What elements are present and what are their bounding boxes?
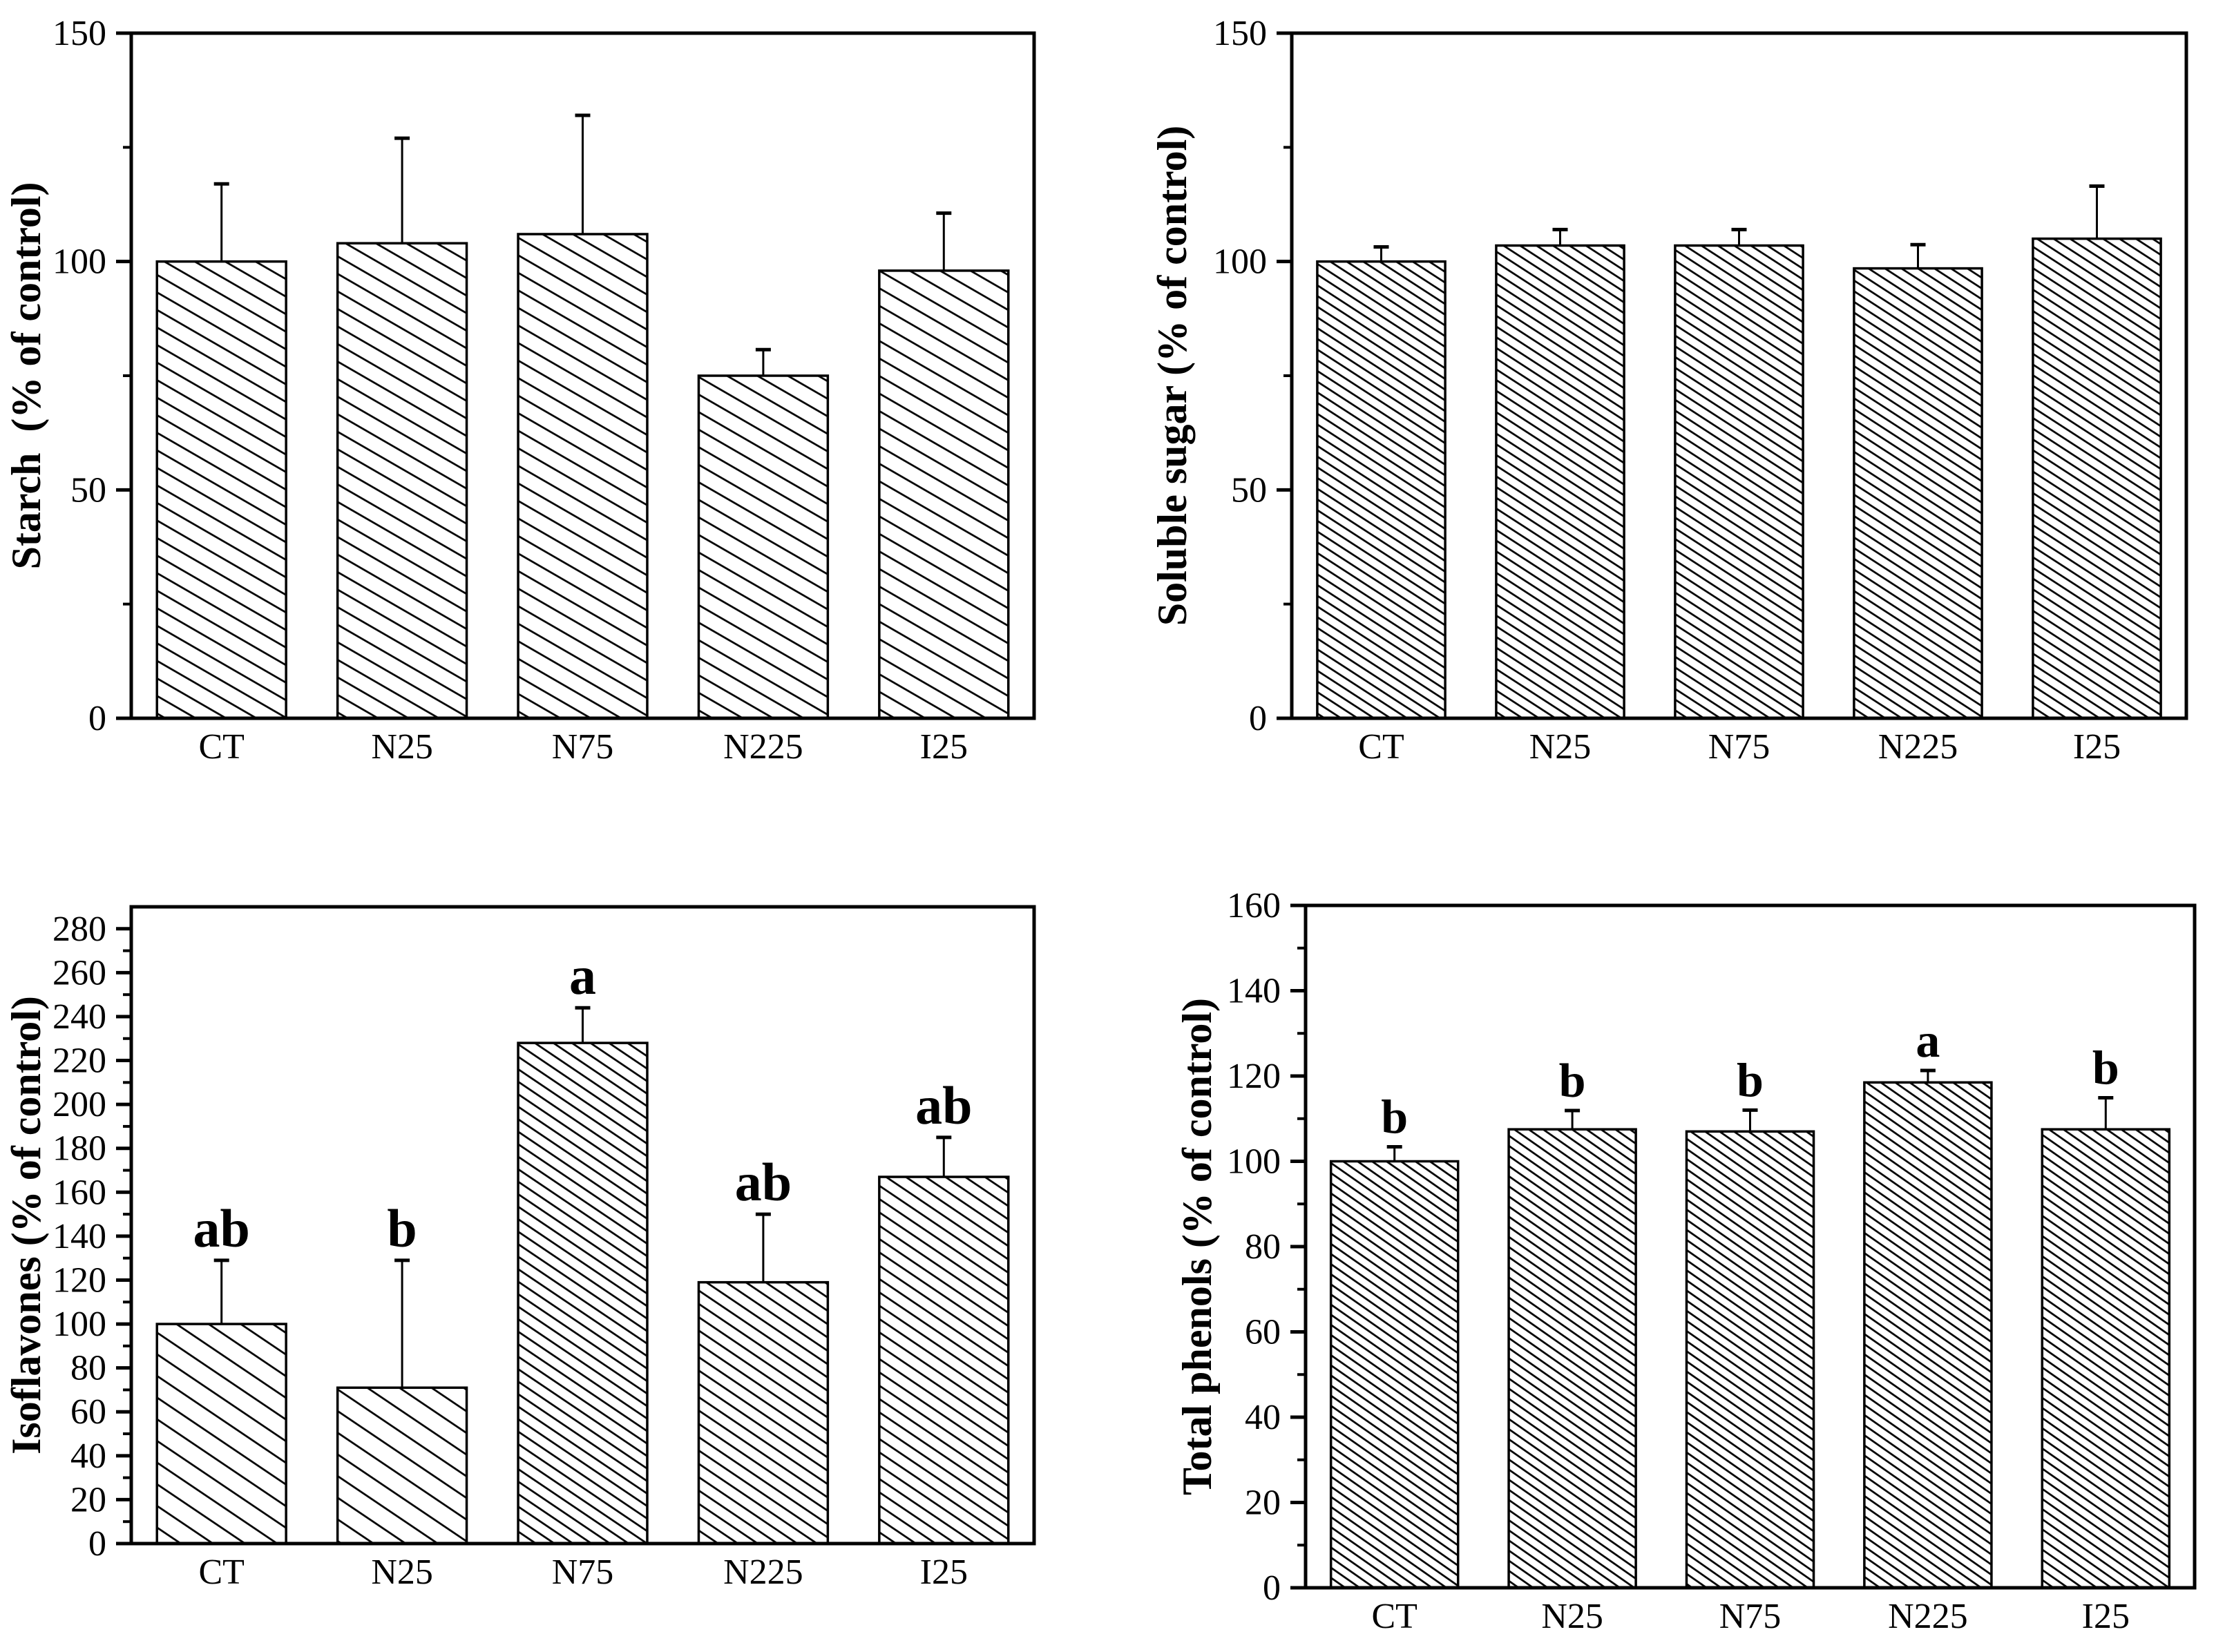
panel-isoflavones: ab b a ab ab 0 20 40 60 80 100 120 140 160 180 200 220 24… bbox=[0, 826, 1117, 1652]
bar-n225 bbox=[1853, 267, 1983, 720]
bar-ct bbox=[1316, 260, 1447, 720]
bar-n75 bbox=[1674, 244, 1804, 720]
sig-letter: a bbox=[1916, 1015, 1940, 1068]
y-tick-label: 50 bbox=[1231, 470, 1267, 510]
y-tick-label: 240 bbox=[52, 997, 106, 1037]
x-category-label: I25 bbox=[920, 1553, 968, 1592]
y-tick-label: 60 bbox=[70, 1392, 106, 1432]
y-axis-title: Soluble sugar (% of control) bbox=[1149, 126, 1195, 626]
bar-n225 bbox=[697, 374, 830, 720]
bar-i25 bbox=[878, 1175, 1010, 1545]
isoflavones-chart: ab b a ab ab 0 20 40 60 80 100 120 140 160 180 200 22024… bbox=[3, 905, 1036, 1592]
bar-ct bbox=[155, 1323, 287, 1545]
sig-letter: b bbox=[387, 1198, 417, 1258]
x-category-label: I25 bbox=[2082, 1597, 2130, 1636]
y-tick-label: 40 bbox=[70, 1437, 106, 1476]
y-axis-title: Total phenols (% of control) bbox=[1174, 998, 1220, 1495]
y-axis-title: Starch (% of control) bbox=[3, 182, 49, 569]
y-tick-label: 140 bbox=[1227, 972, 1281, 1011]
y-axis-title: Isoflavones (% of control) bbox=[3, 996, 49, 1454]
y-tick-label: 0 bbox=[88, 1524, 106, 1564]
bar-n25 bbox=[336, 242, 468, 720]
y-tick-label: 60 bbox=[1245, 1313, 1281, 1352]
sig-letter: b bbox=[1737, 1054, 1764, 1107]
y-tick-label: 100 bbox=[1227, 1142, 1281, 1182]
y-tick-label: 0 bbox=[1249, 699, 1267, 738]
y-tick-label: 40 bbox=[1245, 1398, 1281, 1437]
sig-letter: b bbox=[1559, 1055, 1586, 1108]
y-tick-label: 80 bbox=[1245, 1227, 1281, 1267]
x-category-label: N225 bbox=[723, 1553, 803, 1592]
y-tick-label: 180 bbox=[52, 1129, 106, 1169]
y-tick-label: 20 bbox=[70, 1480, 106, 1519]
x-category-label: N25 bbox=[371, 727, 433, 767]
x-category-label: N75 bbox=[1708, 727, 1770, 767]
bar-ct bbox=[1329, 1160, 1460, 1589]
bar-ct bbox=[155, 260, 287, 720]
starch-chart: 0 50 100 150 CT N25 N75 N225 I25 Starch (% of con… bbox=[3, 14, 1036, 767]
y-tick-label: 100 bbox=[52, 242, 106, 282]
y-tick-label: 140 bbox=[52, 1217, 106, 1256]
x-category-label: N25 bbox=[1529, 727, 1592, 767]
x-category-label: N75 bbox=[552, 1553, 614, 1592]
y-tick-label: 160 bbox=[52, 1173, 106, 1212]
x-category-label: N75 bbox=[1719, 1597, 1782, 1636]
bar-n225 bbox=[1863, 1081, 1993, 1589]
y-tick-label: 120 bbox=[52, 1260, 106, 1300]
x-category-label: CT bbox=[1371, 1597, 1417, 1636]
x-category-label: N25 bbox=[1541, 1597, 1603, 1636]
x-category-label: CT bbox=[1358, 727, 1404, 767]
y-tick-label: 20 bbox=[1245, 1483, 1281, 1523]
x-category-label: I25 bbox=[920, 727, 968, 767]
bar-n225 bbox=[697, 1280, 830, 1545]
sig-letter: ab bbox=[915, 1075, 972, 1135]
x-category-label: N225 bbox=[1888, 1597, 1968, 1636]
y-tick-label: 260 bbox=[52, 953, 106, 992]
sig-letter: b bbox=[2092, 1041, 2119, 1095]
bar-n25 bbox=[336, 1386, 468, 1545]
y-tick-label: 150 bbox=[52, 14, 106, 53]
y-tick-label: 150 bbox=[1213, 14, 1267, 53]
y-tick-label: 100 bbox=[52, 1305, 106, 1344]
x-category-label: N225 bbox=[723, 727, 803, 767]
soluble-sugar-chart: 0 50 100 150 CT N25 N75 N225 I25 Soluble sugar (%… bbox=[1149, 14, 2188, 767]
sig-letter: b bbox=[1381, 1091, 1408, 1144]
bar-n25 bbox=[1507, 1128, 1637, 1589]
y-tick-label: 200 bbox=[52, 1085, 106, 1124]
y-tick-label: 0 bbox=[88, 699, 106, 738]
y-tick-label: 160 bbox=[1227, 886, 1281, 925]
y-tick-label: 100 bbox=[1213, 242, 1267, 282]
y-tick-label: 280 bbox=[52, 910, 106, 949]
bar-n75 bbox=[1685, 1130, 1815, 1589]
panel-soluble-sugar: 0 50 100 150 CT N25 N75 N225 I25 Soluble sugar (%… bbox=[1117, 0, 2234, 826]
plot-frame bbox=[129, 905, 1036, 1546]
y-tick-label: 50 bbox=[70, 470, 106, 510]
bar-i25 bbox=[2041, 1128, 2171, 1589]
bar-n75 bbox=[517, 1041, 649, 1545]
bar-i25 bbox=[878, 269, 1010, 720]
y-tick-label: 80 bbox=[70, 1349, 106, 1388]
x-category-label: N75 bbox=[552, 727, 614, 767]
x-category-label: I25 bbox=[2073, 727, 2121, 767]
sig-letter: ab bbox=[735, 1152, 792, 1212]
x-category-label: N225 bbox=[1878, 727, 1958, 767]
x-category-label: CT bbox=[198, 1553, 244, 1592]
sig-letter: ab bbox=[193, 1198, 250, 1258]
y-tick-label: 220 bbox=[52, 1041, 106, 1081]
panel-total-phenols: b b b a b 0 20 40 60 80 100 120 140 160 CT N25 N75 N225 I2… bbox=[1117, 826, 2234, 1652]
x-category-label: N25 bbox=[371, 1553, 433, 1592]
bar-n75 bbox=[517, 233, 649, 720]
y-tick-label: 0 bbox=[1263, 1568, 1281, 1608]
panel-starch: 0 50 100 150 CT N25 N75 N225 I25 Starch (% of con… bbox=[0, 0, 1117, 826]
sig-letter: a bbox=[569, 945, 596, 1006]
total-phenols-chart: b b b a b 0 20 40 60 80 100 120 140 160 CT N25 N75 N225 I2… bbox=[1174, 886, 2197, 1636]
x-category-label: CT bbox=[198, 727, 244, 767]
bar-i25 bbox=[2032, 237, 2162, 720]
y-tick-label: 120 bbox=[1227, 1057, 1281, 1096]
bar-n25 bbox=[1495, 244, 1625, 720]
